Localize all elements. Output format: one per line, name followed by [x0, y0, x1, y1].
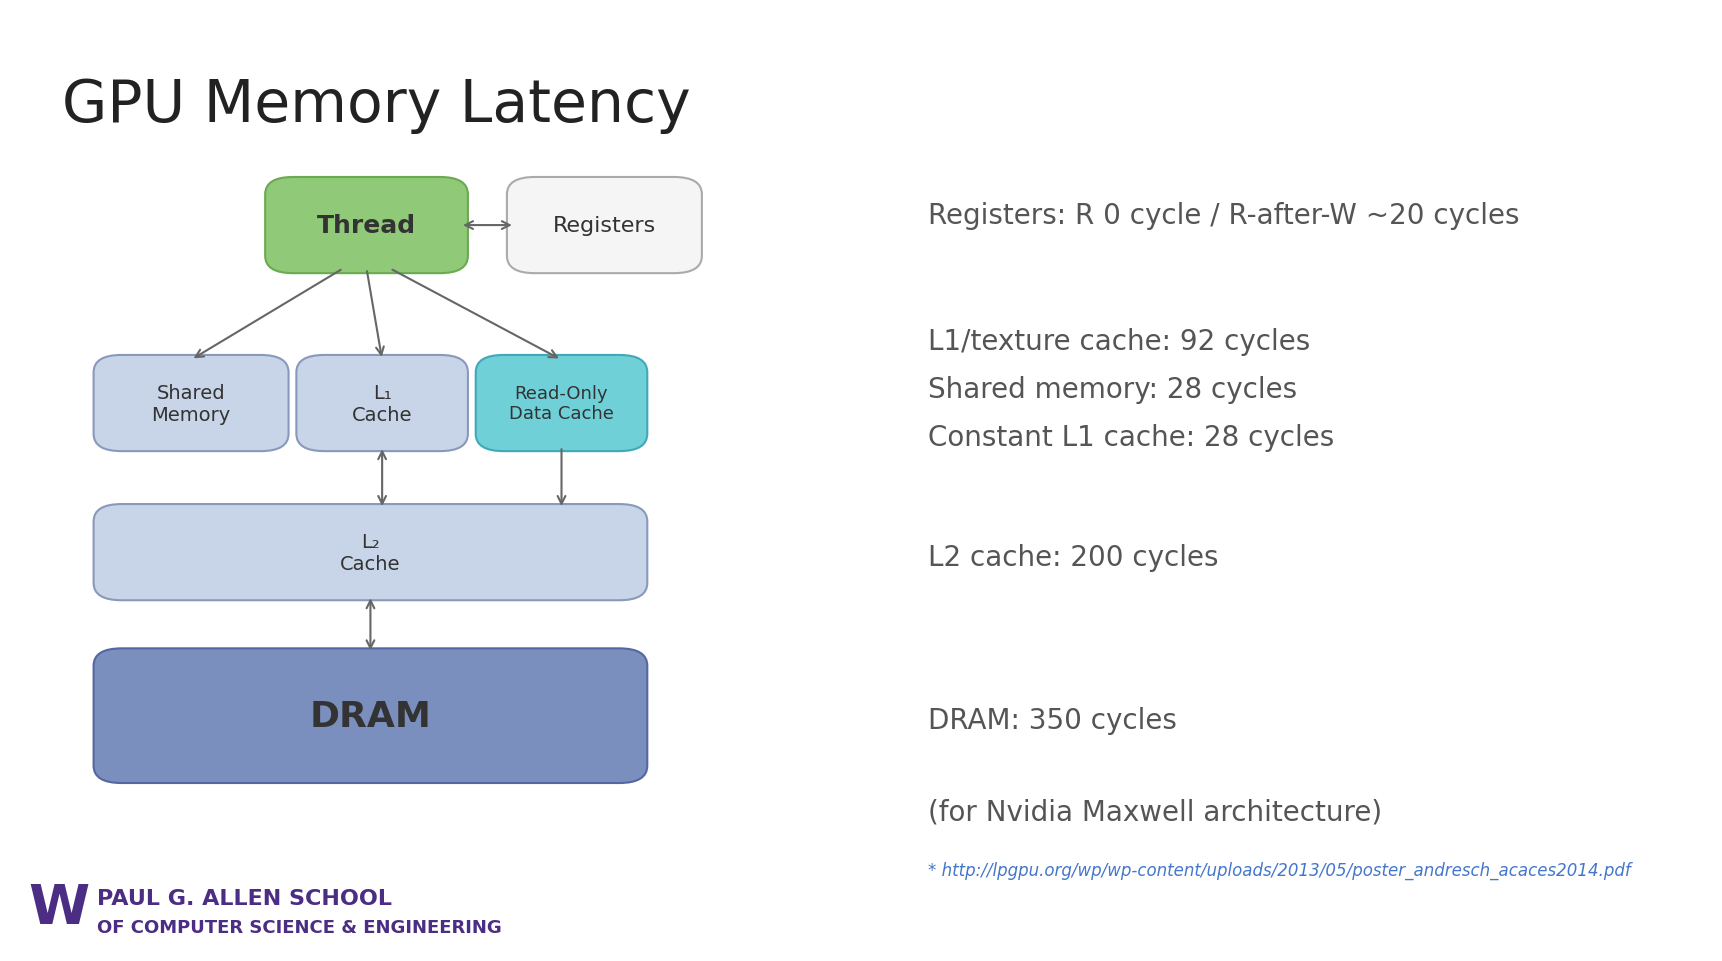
- FancyBboxPatch shape: [93, 649, 647, 783]
- Text: L₂
Cache: L₂ Cache: [341, 532, 401, 573]
- Text: OF COMPUTER SCIENCE & ENGINEERING: OF COMPUTER SCIENCE & ENGINEERING: [96, 919, 501, 936]
- Text: L1/texture cache: 92 cycles: L1/texture cache: 92 cycles: [928, 327, 1310, 356]
- FancyBboxPatch shape: [93, 356, 289, 452]
- FancyBboxPatch shape: [93, 505, 647, 601]
- Text: DRAM: DRAM: [310, 699, 432, 733]
- Text: DRAM: 350 cycles: DRAM: 350 cycles: [928, 706, 1176, 735]
- Text: Thread: Thread: [317, 214, 417, 237]
- Text: GPU Memory Latency: GPU Memory Latency: [62, 77, 691, 134]
- Text: Shared
Memory: Shared Memory: [152, 383, 231, 424]
- FancyBboxPatch shape: [506, 178, 703, 274]
- Text: Read-Only
Data Cache: Read-Only Data Cache: [510, 384, 615, 423]
- Text: * http://lpgpu.org/wp/wp-content/uploads/2013/05/poster_andresch_acaces2014.pdf: * http://lpgpu.org/wp/wp-content/uploads…: [928, 861, 1631, 878]
- FancyBboxPatch shape: [265, 178, 468, 274]
- Text: Constant L1 cache: 28 cycles: Constant L1 cache: 28 cycles: [928, 423, 1335, 452]
- Text: Registers: Registers: [553, 216, 656, 235]
- Text: Registers: R 0 cycle / R-after-W ~20 cycles: Registers: R 0 cycle / R-after-W ~20 cyc…: [928, 202, 1519, 231]
- FancyBboxPatch shape: [296, 356, 468, 452]
- FancyBboxPatch shape: [475, 356, 647, 452]
- Text: Shared memory: 28 cycles: Shared memory: 28 cycles: [928, 375, 1297, 404]
- Text: (for Nvidia Maxwell architecture): (for Nvidia Maxwell architecture): [928, 798, 1383, 826]
- Text: W: W: [28, 881, 90, 935]
- Text: L₁
Cache: L₁ Cache: [351, 383, 412, 424]
- Text: L2 cache: 200 cycles: L2 cache: 200 cycles: [928, 543, 1219, 572]
- Text: PAUL G. ALLEN SCHOOL: PAUL G. ALLEN SCHOOL: [96, 889, 391, 908]
